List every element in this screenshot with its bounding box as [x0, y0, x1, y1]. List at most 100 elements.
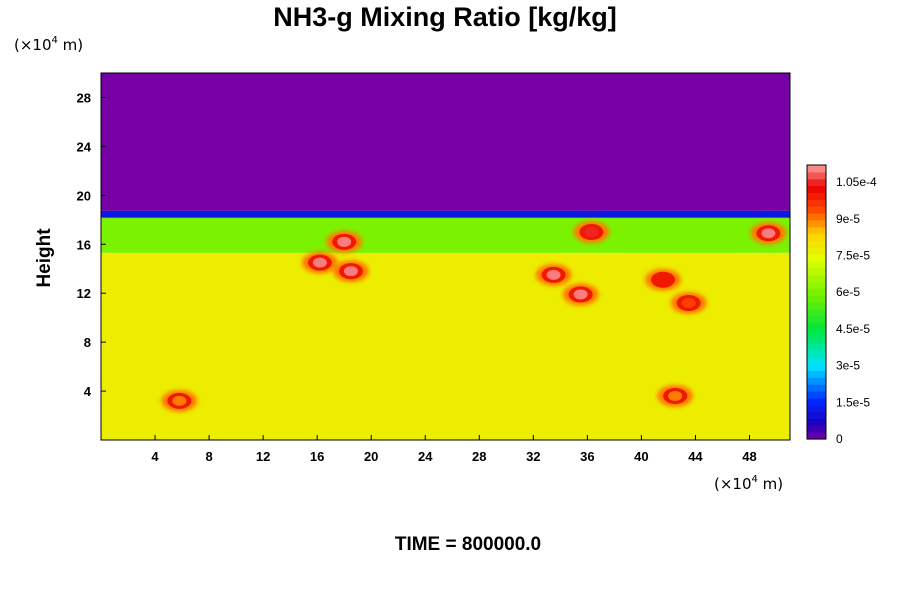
colorbar-band — [807, 206, 826, 214]
x-tick-label: 48 — [742, 449, 756, 464]
x-scale-label: (×104 m) — [714, 474, 783, 493]
colorbar-band — [807, 343, 826, 351]
high-concentration-cell — [645, 268, 682, 291]
colorbar-band — [807, 233, 826, 241]
colorbar-tick-label: 4.5e-5 — [836, 322, 870, 336]
colorbar-band — [807, 404, 826, 413]
high-concentration-cell — [562, 283, 599, 306]
x-scale-base: ×10 — [720, 475, 752, 493]
upper-layer — [101, 73, 790, 211]
y-tick-labels: 4 8 12 16 20 24 28 — [77, 90, 106, 399]
colorbar-band — [807, 199, 826, 207]
y-tick-label: 28 — [77, 90, 91, 105]
x-tick-label: 28 — [472, 449, 486, 464]
colorbar-tick-label: 1.5e-5 — [836, 395, 870, 409]
colorbar-band — [807, 397, 826, 406]
x-tick-label: 16 — [310, 449, 324, 464]
boundary-band — [101, 210, 790, 218]
y-tick-label: 20 — [77, 188, 91, 203]
colorbar-band — [807, 315, 826, 324]
colorbar-band — [807, 274, 826, 283]
colorbar-band — [807, 363, 826, 372]
colorbar-band — [807, 178, 826, 187]
x-tick-label: 4 — [151, 449, 159, 464]
y-scale-label: (×104 m) — [14, 35, 83, 54]
x-tick-label: 24 — [418, 449, 433, 464]
colorbar-band — [807, 302, 826, 310]
y-tick-label: 16 — [77, 237, 91, 252]
colorbar-band — [807, 247, 826, 255]
chart-title: NH3-g Mixing Ratio [kg/kg] — [273, 2, 617, 32]
high-concentration-cell — [332, 260, 369, 283]
colorbar-band — [807, 425, 826, 433]
x-tick-labels: 4 8 12 16 20 24 28 32 36 40 44 48 — [151, 435, 757, 464]
colorbar — [806, 164, 827, 440]
colorbar-band — [807, 384, 826, 392]
x-unit: m — [763, 475, 778, 493]
colorbar-tick-label: 9e-5 — [836, 212, 860, 226]
high-concentration-cell — [657, 384, 694, 407]
x-scale-exp: 4 — [752, 474, 758, 485]
colorbar-band — [807, 260, 826, 269]
colorbar-tick-label: 6e-5 — [836, 285, 860, 299]
transition-layer — [101, 213, 790, 253]
colorbar-band — [807, 377, 826, 385]
colorbar-band — [807, 336, 826, 344]
high-concentration-cell — [301, 251, 338, 274]
colorbar-band — [807, 308, 826, 317]
x-tick-label: 44 — [688, 449, 703, 464]
colorbar-band — [807, 240, 826, 248]
colorbar-band — [807, 254, 826, 262]
y-scale-base: ×10 — [20, 36, 52, 54]
colorbar-tick-label: 0 — [836, 432, 843, 446]
colorbar-band — [807, 411, 826, 420]
y-unit: m — [63, 36, 78, 54]
high-concentration-cell — [161, 389, 198, 412]
colorbar-band — [807, 185, 826, 193]
colorbar-tick-label: 3e-5 — [836, 359, 860, 373]
lower-layer — [101, 252, 790, 440]
high-concentration-cell — [750, 222, 787, 245]
x-tick-label: 20 — [364, 449, 378, 464]
x-tick-label: 8 — [205, 449, 212, 464]
y-tick-label: 24 — [77, 139, 92, 154]
high-concentration-cell — [535, 263, 572, 286]
colorbar-band — [807, 281, 826, 289]
y-tick-label: 12 — [77, 286, 91, 301]
colorbar-tick-label: 7.5e-5 — [836, 249, 870, 263]
colorbar-band — [807, 288, 826, 296]
high-concentration-cell — [670, 291, 707, 314]
colorbar-band — [807, 322, 826, 330]
high-concentration-cell — [326, 230, 363, 253]
colorbar-band — [807, 267, 826, 276]
time-label: TIME = 800000.0 — [395, 534, 541, 555]
y-axis-label: Height — [34, 228, 55, 288]
heatmap-field — [101, 73, 790, 440]
colorbar-band — [807, 165, 826, 173]
x-tick-label: 32 — [526, 449, 540, 464]
colorbar-band — [807, 432, 826, 440]
x-tick-label: 40 — [634, 449, 648, 464]
colorbar-band — [807, 226, 826, 235]
colorbar-band — [807, 329, 826, 337]
colorbar-band — [807, 418, 826, 426]
colorbar-frame — [806, 164, 827, 440]
y-scale-exp: 4 — [52, 35, 58, 46]
colorbar-tick-label: 1.05e-4 — [836, 175, 877, 189]
y-tick-label: 4 — [84, 384, 92, 399]
x-tick-label: 12 — [256, 449, 270, 464]
high-concentration-cell — [573, 221, 610, 244]
colorbar-band — [807, 295, 826, 303]
colorbar-band — [807, 171, 826, 180]
y-tick-label: 8 — [84, 335, 91, 350]
colorbar-band — [807, 370, 826, 378]
x-tick-label: 36 — [580, 449, 594, 464]
colorbar-tick-labels: 0 1.5e-5 3e-5 4.5e-5 6e-5 7.5e-5 9e-5 1.05e-4 — [836, 175, 877, 446]
plot-frame — [100, 72, 791, 441]
colorbar-band — [807, 391, 826, 399]
colorbar-band — [807, 349, 826, 358]
colorbar-band — [807, 192, 826, 200]
colorbar-band — [807, 356, 826, 365]
colorbar-band — [807, 212, 826, 221]
